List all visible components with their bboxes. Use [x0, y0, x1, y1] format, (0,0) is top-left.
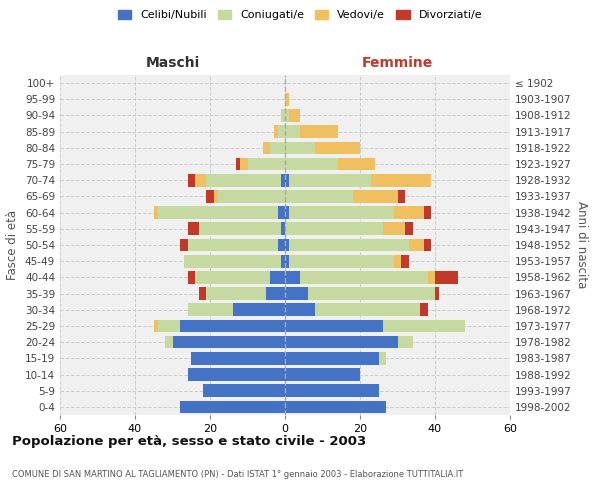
Bar — [157, 206, 277, 219]
Bar — [285, 352, 379, 364]
Bar — [300, 126, 337, 138]
Bar — [285, 368, 360, 381]
Bar — [281, 109, 285, 122]
Bar — [206, 288, 266, 300]
Bar — [195, 174, 206, 186]
Bar — [394, 206, 424, 219]
Bar — [270, 271, 285, 283]
Bar — [353, 190, 398, 202]
Bar — [285, 142, 315, 154]
Bar — [379, 352, 386, 364]
Bar — [398, 190, 405, 202]
Bar — [274, 126, 277, 138]
Bar — [435, 271, 458, 283]
Bar — [337, 158, 375, 170]
Bar — [191, 352, 285, 364]
Bar — [195, 271, 270, 283]
Bar — [187, 368, 285, 381]
Bar — [409, 238, 424, 252]
Bar — [180, 320, 285, 332]
Bar — [285, 190, 353, 202]
Bar — [285, 174, 289, 186]
Bar — [394, 255, 401, 268]
Bar — [401, 255, 409, 268]
Bar — [289, 238, 409, 252]
Bar — [281, 222, 285, 235]
Bar — [285, 336, 398, 348]
Bar — [285, 255, 289, 268]
Bar — [199, 288, 206, 300]
Y-axis label: Fasce di età: Fasce di età — [7, 210, 19, 280]
Bar — [187, 222, 199, 235]
Bar — [285, 320, 383, 332]
Bar — [435, 288, 439, 300]
Bar — [206, 190, 214, 202]
Bar — [315, 304, 420, 316]
Bar — [285, 158, 337, 170]
Text: Popolazione per età, sesso e stato civile - 2003: Popolazione per età, sesso e stato civil… — [12, 435, 366, 448]
Bar — [383, 222, 405, 235]
Bar — [187, 304, 233, 316]
Bar — [277, 238, 285, 252]
Bar — [420, 304, 427, 316]
Bar — [398, 336, 413, 348]
Bar — [187, 271, 195, 283]
Text: Femmine: Femmine — [362, 56, 433, 70]
Bar — [206, 174, 281, 186]
Bar — [285, 109, 289, 122]
Bar — [233, 304, 285, 316]
Bar — [371, 174, 431, 186]
Bar — [203, 384, 285, 397]
Bar — [199, 222, 281, 235]
Bar — [285, 304, 315, 316]
Bar — [427, 271, 435, 283]
Bar — [154, 320, 157, 332]
Bar — [248, 158, 285, 170]
Bar — [187, 174, 195, 186]
Bar — [184, 255, 281, 268]
Bar — [180, 238, 187, 252]
Bar — [405, 222, 413, 235]
Bar — [285, 400, 386, 413]
Bar — [214, 190, 218, 202]
Bar — [285, 93, 289, 106]
Bar — [281, 174, 285, 186]
Bar — [281, 255, 285, 268]
Bar — [285, 271, 300, 283]
Bar — [270, 142, 285, 154]
Y-axis label: Anni di nascita: Anni di nascita — [575, 202, 588, 288]
Legend: Celibi/Nubili, Coniugati/e, Vedovi/e, Divorziati/e: Celibi/Nubili, Coniugati/e, Vedovi/e, Di… — [113, 6, 487, 25]
Bar — [240, 158, 248, 170]
Text: Maschi: Maschi — [145, 56, 200, 70]
Bar — [285, 206, 289, 219]
Bar — [218, 190, 285, 202]
Bar — [315, 142, 360, 154]
Bar — [289, 174, 371, 186]
Bar — [236, 158, 240, 170]
Bar — [157, 320, 180, 332]
Bar — [285, 384, 379, 397]
Bar — [173, 336, 285, 348]
Bar — [285, 238, 289, 252]
Bar — [165, 336, 173, 348]
Text: COMUNE DI SAN MARTINO AL TAGLIAMENTO (PN) - Dati ISTAT 1° gennaio 2003 - Elabora: COMUNE DI SAN MARTINO AL TAGLIAMENTO (PN… — [12, 470, 463, 479]
Bar — [285, 126, 300, 138]
Bar — [300, 271, 427, 283]
Bar — [187, 238, 277, 252]
Bar — [277, 206, 285, 219]
Bar — [289, 206, 394, 219]
Bar — [424, 206, 431, 219]
Bar — [154, 206, 157, 219]
Bar — [289, 109, 300, 122]
Bar — [263, 142, 270, 154]
Bar — [289, 255, 394, 268]
Bar — [180, 400, 285, 413]
Bar — [266, 288, 285, 300]
Bar — [285, 222, 383, 235]
Bar — [424, 238, 431, 252]
Bar — [308, 288, 435, 300]
Bar — [277, 126, 285, 138]
Bar — [383, 320, 465, 332]
Bar — [285, 288, 308, 300]
